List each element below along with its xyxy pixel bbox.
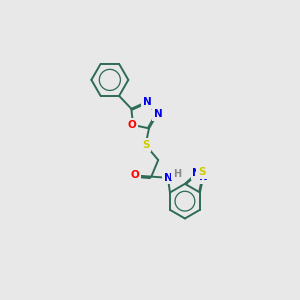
Text: N: N bbox=[192, 168, 201, 178]
Text: N: N bbox=[154, 109, 163, 119]
Text: N: N bbox=[199, 172, 208, 182]
Text: O: O bbox=[130, 170, 139, 181]
Text: S: S bbox=[198, 167, 206, 177]
Text: O: O bbox=[128, 120, 136, 130]
Text: H: H bbox=[173, 169, 181, 178]
Text: S: S bbox=[142, 140, 149, 150]
Text: N: N bbox=[164, 173, 172, 183]
Text: N: N bbox=[143, 97, 152, 107]
